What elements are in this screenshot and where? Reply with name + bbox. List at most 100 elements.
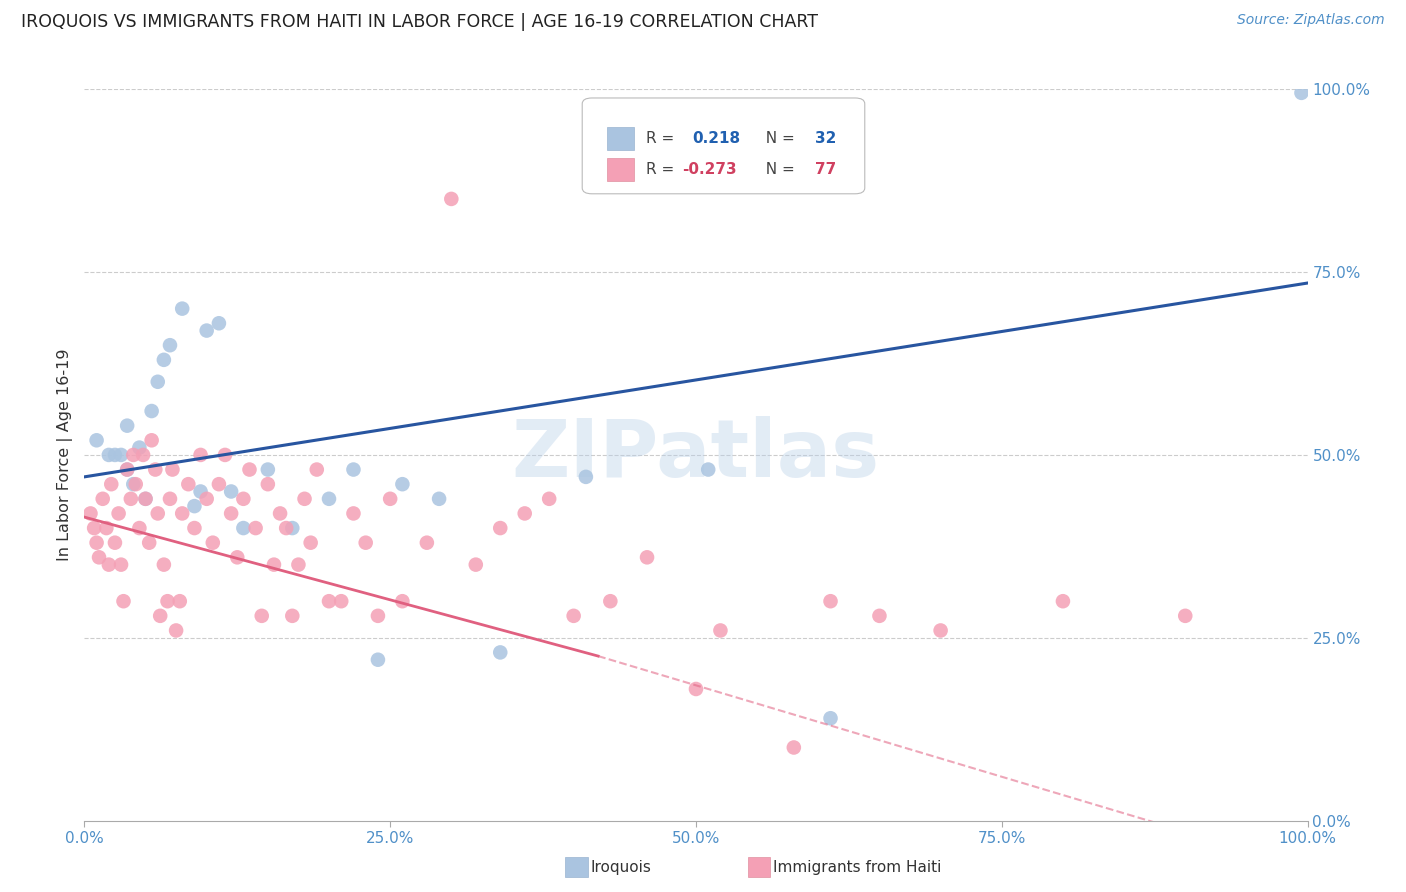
Point — [104, 535, 127, 549]
Text: ZIPatlas: ZIPatlas — [512, 416, 880, 494]
Point — [183, 499, 205, 513]
Point — [281, 521, 304, 535]
Point — [367, 608, 389, 623]
Point — [128, 441, 150, 455]
Point — [697, 462, 720, 476]
Point — [162, 462, 184, 476]
Point — [281, 608, 304, 623]
Point — [122, 477, 145, 491]
Point — [464, 558, 486, 572]
Point — [342, 507, 364, 521]
Point — [214, 448, 236, 462]
Point — [219, 507, 242, 521]
Point — [138, 535, 160, 549]
Bar — [606, 127, 634, 150]
Point — [318, 594, 340, 608]
Point — [709, 624, 731, 638]
Point — [538, 491, 561, 506]
Point — [153, 558, 176, 572]
Point — [219, 484, 242, 499]
Point — [783, 740, 806, 755]
Point — [107, 507, 129, 521]
Point — [120, 491, 142, 506]
Point — [156, 594, 179, 608]
Point — [820, 594, 842, 608]
Point — [159, 491, 181, 506]
Point — [115, 462, 138, 476]
Point — [489, 521, 512, 535]
Point — [929, 624, 952, 638]
Text: Iroquois: Iroquois — [591, 860, 651, 874]
Point — [201, 535, 224, 549]
Point — [575, 470, 598, 484]
Y-axis label: In Labor Force | Age 16-19: In Labor Force | Age 16-19 — [58, 349, 73, 561]
Point — [159, 338, 181, 352]
Point — [1291, 86, 1313, 100]
Text: Immigrants from Haiti: Immigrants from Haiti — [773, 860, 942, 874]
FancyBboxPatch shape — [582, 98, 865, 194]
Point — [1174, 608, 1197, 623]
Point — [153, 352, 176, 367]
Point — [100, 477, 122, 491]
Point — [257, 462, 280, 476]
Point — [257, 477, 280, 491]
Point — [132, 448, 155, 462]
Bar — [606, 158, 634, 181]
Point — [115, 462, 138, 476]
Point — [87, 550, 110, 565]
Point — [367, 653, 389, 667]
Point — [115, 418, 138, 433]
Point — [110, 558, 132, 572]
Point — [299, 535, 322, 549]
Point — [263, 558, 285, 572]
Point — [195, 491, 218, 506]
Text: N =: N = — [756, 162, 800, 178]
Point — [172, 507, 194, 521]
Text: Source: ZipAtlas.com: Source: ZipAtlas.com — [1237, 13, 1385, 28]
Point — [141, 434, 163, 448]
Point — [190, 448, 212, 462]
Point — [232, 521, 254, 535]
Point — [190, 484, 212, 499]
Point — [342, 462, 364, 476]
Point — [97, 448, 120, 462]
Point — [391, 594, 413, 608]
Point — [599, 594, 621, 608]
Point — [489, 645, 512, 659]
Point — [440, 192, 463, 206]
Point — [208, 316, 231, 330]
Point — [112, 594, 135, 608]
Point — [305, 462, 328, 476]
Text: 32: 32 — [814, 131, 837, 145]
Point — [869, 608, 891, 623]
Point — [820, 711, 842, 725]
Point — [183, 521, 205, 535]
Text: N =: N = — [756, 131, 800, 145]
Point — [104, 448, 127, 462]
Text: -0.273: -0.273 — [682, 162, 737, 178]
Point — [391, 477, 413, 491]
Point — [146, 375, 169, 389]
Text: 77: 77 — [814, 162, 837, 178]
Point — [330, 594, 353, 608]
Text: R =: R = — [645, 162, 679, 178]
Bar — [748, 857, 770, 877]
Point — [294, 491, 316, 506]
Point — [250, 608, 273, 623]
Point — [354, 535, 377, 549]
Point — [195, 324, 218, 338]
Text: 0.218: 0.218 — [692, 131, 741, 145]
Point — [91, 491, 114, 506]
Point — [513, 507, 536, 521]
Point — [86, 535, 108, 549]
Point — [125, 477, 148, 491]
Point — [562, 608, 585, 623]
Point — [318, 491, 340, 506]
Text: IROQUOIS VS IMMIGRANTS FROM HAITI IN LABOR FORCE | AGE 16-19 CORRELATION CHART: IROQUOIS VS IMMIGRANTS FROM HAITI IN LAB… — [21, 13, 818, 31]
Point — [96, 521, 118, 535]
Point — [232, 491, 254, 506]
Point — [79, 507, 101, 521]
Point — [172, 301, 194, 316]
Point — [380, 491, 402, 506]
Point — [226, 550, 249, 565]
